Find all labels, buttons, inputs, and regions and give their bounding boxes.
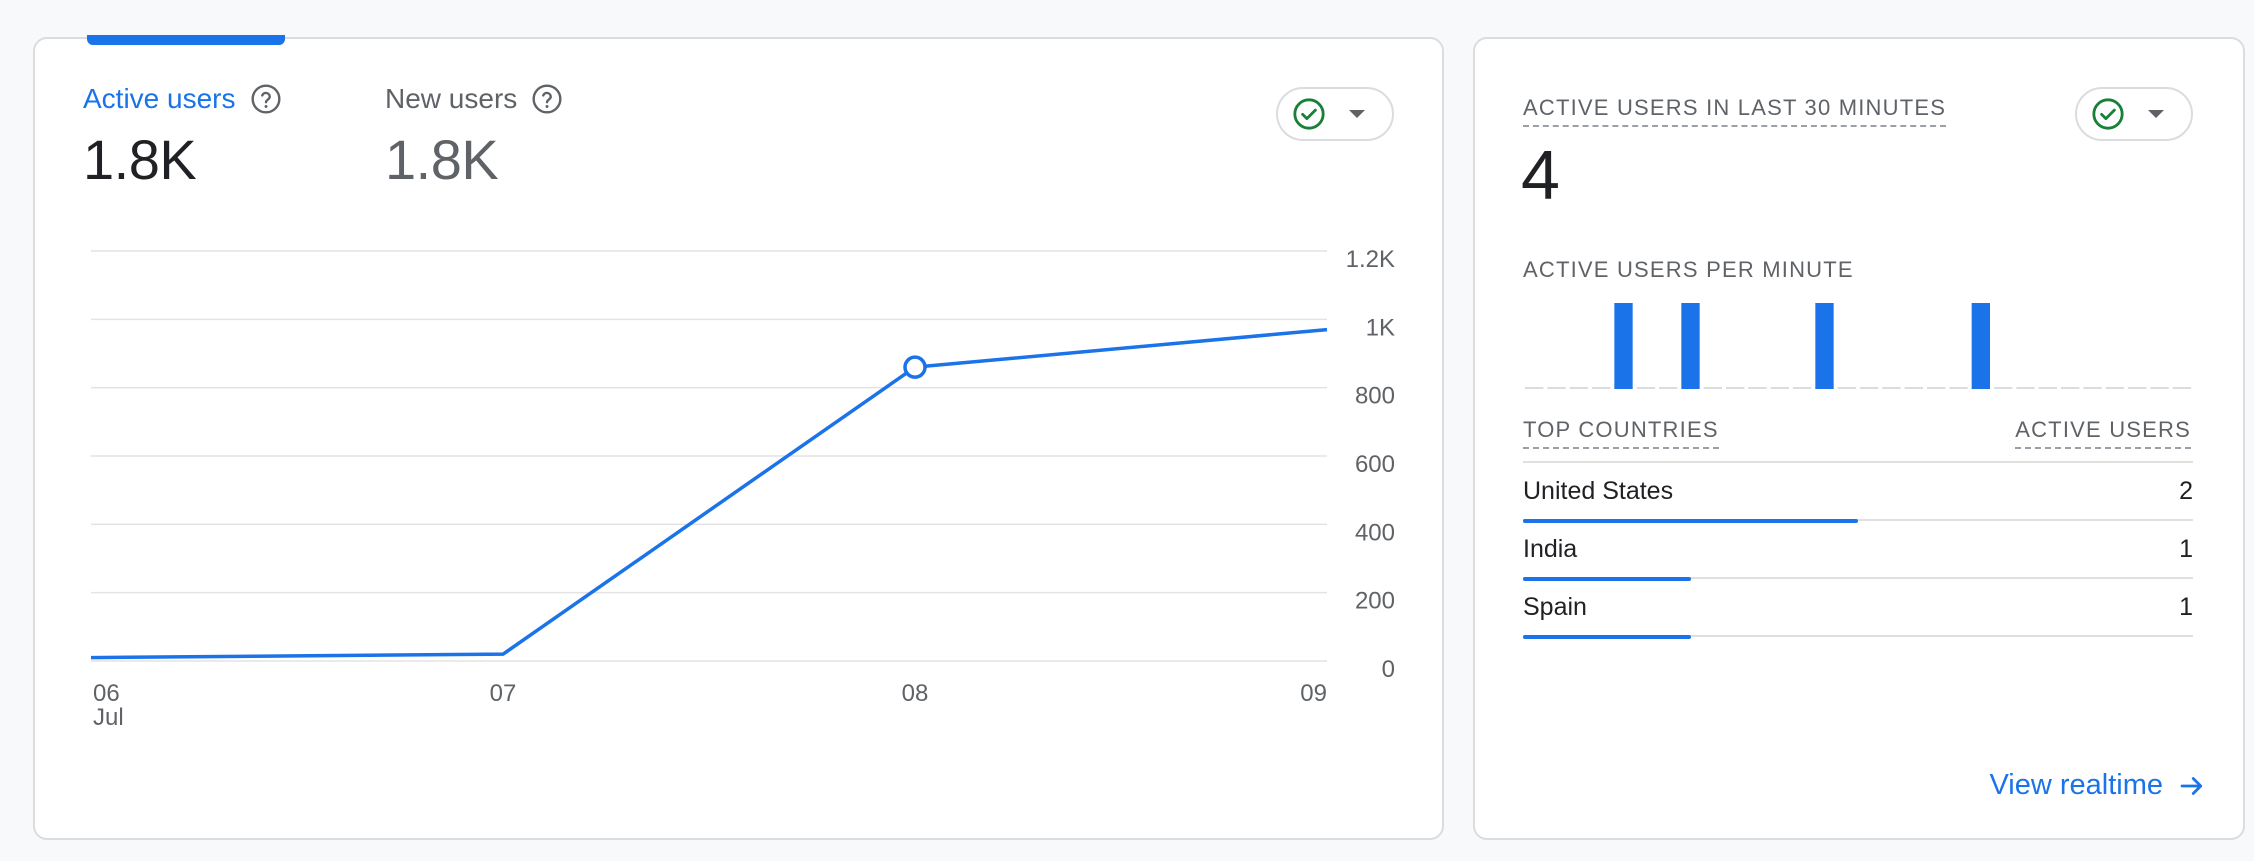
minute-bar-empty xyxy=(1659,387,1678,389)
minute-bar-empty xyxy=(1525,387,1544,389)
y-tick-label: 400 xyxy=(1355,519,1395,546)
active-users-card: Active users 1.8K New users 1.8K xyxy=(33,35,1444,840)
check-circle-icon xyxy=(2092,98,2124,130)
country-name: India xyxy=(1523,535,1578,563)
table-row: Spain 1 xyxy=(1523,579,2193,639)
per-minute-bar-chart xyxy=(1525,303,2191,389)
minute-bar xyxy=(1815,303,1834,389)
metric-label: Active users xyxy=(83,83,236,114)
minute-bar-empty xyxy=(1592,387,1611,389)
minute-bar-empty xyxy=(1569,387,1588,389)
view-realtime-label: View realtime xyxy=(1989,769,2163,801)
minute-bar-empty xyxy=(1726,387,1745,389)
minute-bar-empty xyxy=(2172,387,2191,389)
active-users-header[interactable]: ACTIVE USERS xyxy=(2015,417,2191,449)
y-tick-label: 600 xyxy=(1355,451,1395,478)
minute-bar-empty xyxy=(1748,387,1767,389)
table-divider xyxy=(1523,461,2193,463)
minute-bar-empty xyxy=(2038,387,2057,389)
realtime-heading: ACTIVE USERS IN LAST 30 MINUTES xyxy=(1523,95,1947,127)
realtime-data-quality-dropdown[interactable] xyxy=(2075,87,2193,141)
minute-bar-empty xyxy=(1882,387,1901,389)
minute-bar-empty xyxy=(1547,387,1566,389)
minute-bar-empty xyxy=(1904,387,1923,389)
realtime-card: ACTIVE USERS IN LAST 30 MINUTES 4 ACTIVE… xyxy=(1473,37,2245,840)
minute-bar-empty xyxy=(1994,387,2013,389)
minute-bar xyxy=(1614,303,1633,389)
caret-down-icon xyxy=(1349,110,1365,118)
y-tick-label: 200 xyxy=(1355,588,1395,615)
minute-bar-empty xyxy=(1949,387,1968,389)
x-month-label: Jul xyxy=(93,704,124,731)
view-realtime-link[interactable]: View realtime xyxy=(1989,769,2207,802)
country-active-users: 1 xyxy=(2179,593,2193,621)
country-share-bar xyxy=(1523,577,1691,581)
series-line xyxy=(90,327,1328,660)
check-circle-icon xyxy=(1293,98,1325,130)
x-tick-label: 06 xyxy=(93,680,120,707)
minute-bar-empty xyxy=(1636,387,1655,389)
y-tick-label: 1K xyxy=(1366,314,1395,341)
country-share-bar xyxy=(1523,635,1691,639)
minute-bar-empty xyxy=(2061,387,2080,389)
x-tick-label: 09 xyxy=(1300,680,1327,707)
y-tick-label: 0 xyxy=(1382,656,1395,683)
minute-bar-empty xyxy=(1837,387,1856,389)
arrow-right-icon xyxy=(2180,776,2203,795)
metric-tab-active-users[interactable]: Active users 1.8K xyxy=(83,83,282,192)
realtime-active-users-count: 4 xyxy=(1521,136,1560,214)
country-name: Spain xyxy=(1523,593,1587,621)
selected-tab-indicator xyxy=(87,35,285,45)
help-icon[interactable] xyxy=(531,83,563,115)
caret-down-icon xyxy=(2148,110,2164,118)
table-row: United States 2 xyxy=(1523,463,2193,523)
minute-bar-empty xyxy=(2105,387,2124,389)
minute-bar-empty xyxy=(2083,387,2102,389)
metric-value: 1.8K xyxy=(83,128,197,191)
y-tick-label: 800 xyxy=(1355,383,1395,410)
y-tick-label: 1.2K xyxy=(1346,246,1395,273)
metric-tab-new-users[interactable]: New users 1.8K xyxy=(385,83,563,192)
minute-bar-empty xyxy=(1770,387,1789,389)
minute-bar-empty xyxy=(2150,387,2169,389)
top-countries-header[interactable]: TOP COUNTRIES xyxy=(1523,417,1719,449)
minute-bar-empty xyxy=(1703,387,1722,389)
country-share-bar xyxy=(1523,519,1858,523)
minute-bar xyxy=(1681,303,1700,389)
minute-bar-empty xyxy=(1927,387,1946,389)
country-name: United States xyxy=(1523,477,1674,505)
metric-value: 1.8K xyxy=(385,128,499,191)
table-row: India 1 xyxy=(1523,521,2193,581)
metric-label: New users xyxy=(385,83,518,114)
data-quality-dropdown[interactable] xyxy=(1276,87,1394,141)
x-tick-label: 07 xyxy=(490,680,517,707)
active-users-line-chart: 0 200 400 600 800 1K 1.2K 06 07 08 09 Jul xyxy=(90,246,1395,731)
country-active-users: 2 xyxy=(2179,477,2193,505)
minute-bar-empty xyxy=(2016,387,2035,389)
highlighted-data-point xyxy=(903,355,927,379)
minute-bar-empty xyxy=(1860,387,1879,389)
minute-bar-empty xyxy=(1793,387,1812,389)
x-tick-label: 08 xyxy=(902,680,929,707)
country-active-users: 1 xyxy=(2179,535,2193,563)
per-minute-heading: ACTIVE USERS PER MINUTE xyxy=(1523,257,1854,282)
help-icon[interactable] xyxy=(250,83,282,115)
minute-bar xyxy=(1971,303,1990,389)
minute-bar-empty xyxy=(2128,387,2147,389)
